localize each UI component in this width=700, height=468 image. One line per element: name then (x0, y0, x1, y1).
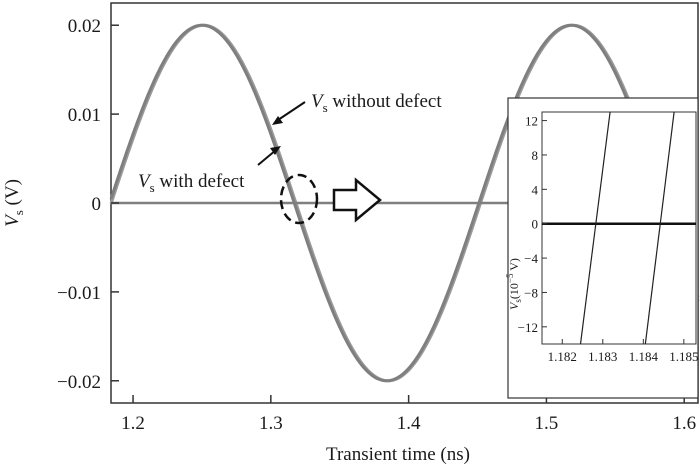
y-tick-label: 0.01 (68, 105, 101, 126)
inset-y-axis-ticks: 12 8 4 0 −4 −8 −12 (518, 114, 547, 335)
inset-y-tick-label: −12 (518, 320, 538, 335)
x-tick-label: 1.3 (259, 413, 283, 434)
inset-background (507, 97, 699, 399)
x-tick-label: 1.5 (535, 413, 559, 434)
inset-y-tick-label: −4 (524, 251, 538, 266)
series-without-defect-line (109, 23, 700, 383)
y-axis-title: Vs (V) (2, 179, 26, 227)
inset-series-line-2 (644, 111, 675, 345)
x-axis-ticks: 1.2 1.3 1.4 1.5 1.6 (121, 395, 696, 434)
y-tick-label: 0 (92, 194, 102, 215)
inset-y-tick-label: 0 (532, 217, 539, 232)
x-axis-title: Transient time (ns) (326, 444, 470, 465)
inset-plot-area (541, 111, 697, 345)
y-tick-label: 0.02 (68, 16, 101, 37)
inset-y-axis-title: Vs(10−5 V) (505, 258, 523, 310)
inset-x-tick-label: 1.185 (669, 349, 698, 364)
inset-x-tick-label: 1.182 (548, 349, 577, 364)
series-group (109, 23, 700, 383)
inset-y-tick-label: 12 (525, 114, 538, 129)
inset-series-line-1 (579, 111, 611, 345)
inset-x-tick-label: 1.184 (629, 349, 659, 364)
inset-x-tick-label: 1.183 (588, 349, 617, 364)
arrowhead-with-defect (270, 146, 281, 155)
x-tick-label: 1.2 (121, 413, 145, 434)
x-tick-label: 1.4 (397, 413, 421, 434)
zoom-arrow (332, 177, 382, 223)
arrow-without-defect (277, 101, 306, 121)
inset-y-tick-label: −8 (524, 285, 538, 300)
inset-x-axis-ticks: 1.182 1.183 1.184 1.185 (548, 339, 698, 364)
arrowhead-without-defect (272, 116, 283, 125)
y-tick-label: −0.02 (57, 372, 101, 393)
legend-label-with-defect: Vs with defect (138, 171, 245, 195)
y-tick-label: −0.01 (57, 283, 101, 304)
inset-series-group (542, 111, 696, 345)
x-tick-label: 1.6 (672, 413, 696, 434)
arrow-with-defect (257, 149, 277, 166)
inset-y-tick-label: 8 (532, 148, 539, 163)
legend-label-without-defect: Vs without defect (311, 91, 442, 115)
y-axis-ticks: 0.02 0.01 0 −0.01 −0.02 (57, 16, 119, 393)
inset-y-tick-label: 4 (532, 182, 539, 197)
zoom-region-marker (279, 173, 319, 225)
